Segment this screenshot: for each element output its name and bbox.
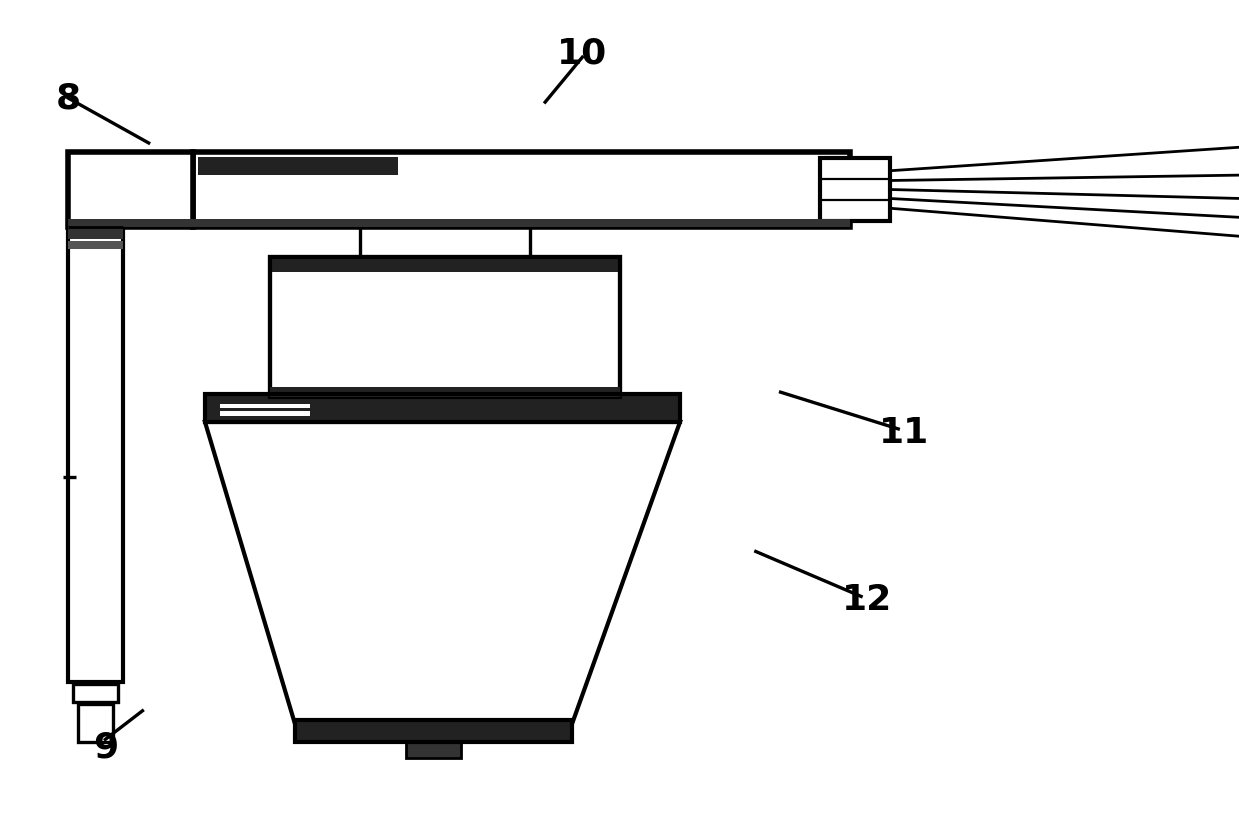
Bar	[270, 257, 620, 397]
Polygon shape	[204, 422, 680, 724]
Text: 11: 11	[880, 416, 929, 450]
Bar	[406, 742, 461, 758]
Bar	[204, 394, 680, 422]
Bar	[270, 256, 620, 272]
Bar	[193, 152, 850, 227]
Bar	[270, 387, 620, 397]
Bar	[68, 227, 123, 682]
Bar	[221, 411, 310, 416]
Text: 8: 8	[56, 81, 81, 115]
Bar	[78, 704, 113, 742]
Text: 12: 12	[843, 583, 892, 618]
Bar	[68, 219, 850, 227]
Bar	[68, 152, 193, 227]
Bar	[68, 224, 123, 239]
Text: 10: 10	[558, 36, 607, 70]
Text: 9: 9	[93, 730, 118, 765]
Bar	[73, 684, 118, 702]
Bar	[198, 157, 398, 175]
Bar	[221, 404, 310, 408]
Bar	[406, 742, 461, 758]
Bar	[270, 257, 620, 397]
Bar	[295, 720, 572, 742]
Bar	[68, 241, 123, 249]
Bar	[204, 394, 680, 422]
Bar	[295, 720, 572, 742]
Bar	[820, 158, 890, 221]
